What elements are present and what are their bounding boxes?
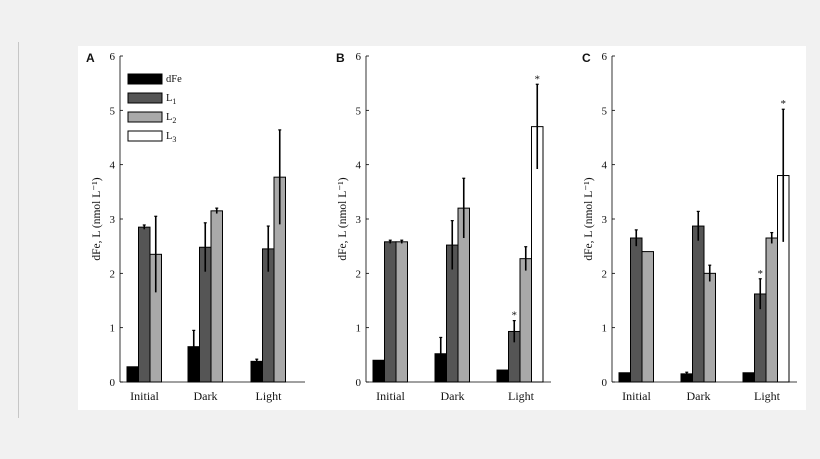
page-divider	[18, 42, 19, 418]
legend-label: L1	[166, 93, 176, 106]
significance-star: *	[758, 268, 764, 280]
y-axis-title: dFe, L (nmol L⁻¹)	[91, 177, 103, 260]
bar-l2	[703, 272, 716, 383]
panel-label: B	[336, 51, 345, 65]
legend-subscript: 1	[172, 97, 176, 106]
y-tick-label: 6	[602, 51, 608, 63]
legend-swatch-dfe	[127, 73, 163, 85]
y-axis-title: dFe, L (nmol L⁻¹)	[583, 177, 595, 260]
bar-l2	[519, 258, 532, 383]
y-tick-label: 1	[356, 323, 362, 335]
y-tick-label: 6	[110, 51, 116, 63]
significance-star: *	[535, 73, 541, 85]
y-tick-label: 1	[110, 323, 116, 335]
bar-l1	[692, 225, 705, 383]
y-tick-label: 4	[602, 160, 608, 172]
bar-dfe	[372, 359, 385, 383]
bar-l1	[138, 226, 151, 383]
y-tick-label: 4	[110, 160, 116, 172]
y-tick-label: 4	[356, 160, 362, 172]
legend-swatch-l1	[127, 92, 163, 104]
bar-dfe	[496, 369, 509, 383]
significance-star: *	[781, 98, 787, 110]
bar-l1	[384, 241, 397, 383]
bar-l2	[765, 237, 778, 383]
bar-l2	[641, 251, 654, 383]
panel-c: C 0 1 2 3 4 5 6 dFe, L (nmol L⁻¹) Initial Dark Lig…	[582, 51, 797, 403]
panel-label: A	[86, 51, 95, 65]
y-tick-label: 3	[110, 214, 116, 226]
x-tick-label: Dark	[441, 389, 465, 403]
bar-l1	[630, 237, 643, 383]
y-tick-label: 1	[602, 323, 608, 335]
y-tick-label: 5	[602, 105, 608, 117]
x-tick-label: Light	[754, 389, 781, 403]
legend-subscript: 2	[172, 116, 176, 125]
y-axis-title: dFe, L (nmol L⁻¹)	[337, 177, 349, 260]
y-tick-label: 5	[356, 105, 362, 117]
significance-star: *	[512, 310, 518, 322]
bar-dfe	[742, 372, 755, 383]
x-tick-label: Dark	[194, 389, 218, 403]
bar-l2	[395, 241, 408, 383]
panel-a: A 0 1 2 3 4 5 6 dFe, L (nmol L⁻¹) Initial Dark Lig…	[86, 51, 305, 403]
y-tick-label: 2	[110, 268, 116, 280]
legend-swatch-l3	[127, 130, 163, 142]
bar-l2	[210, 210, 223, 383]
y-tick-label: 5	[110, 105, 116, 117]
bar-dfe	[250, 360, 263, 383]
y-tick-label: 0	[602, 377, 608, 389]
bar-dfe	[618, 372, 631, 383]
y-tick-label: 2	[356, 268, 362, 280]
legend-swatch-l2	[127, 111, 163, 123]
y-tick-label: 3	[602, 214, 608, 226]
y-tick-label: 2	[602, 268, 608, 280]
panel-b: B 0 1 2 3 4 5 6 dFe, L (nmol L⁻¹) Initial Dark Lig…	[336, 51, 551, 403]
x-tick-label: Light	[508, 389, 535, 403]
x-tick-label: Initial	[376, 389, 405, 403]
legend-label: L3	[166, 131, 176, 144]
y-tick-label: 6	[356, 51, 362, 63]
y-tick-label: 0	[110, 377, 116, 389]
panel-label: C	[582, 51, 591, 65]
legend-label: L2	[166, 112, 176, 125]
x-tick-label: Light	[256, 389, 283, 403]
x-tick-label: Initial	[130, 389, 159, 403]
y-tick-label: 0	[356, 377, 362, 389]
legend-subscript: 3	[172, 135, 176, 144]
bar-dfe	[126, 366, 139, 383]
legend-label: dFe	[166, 74, 182, 85]
x-tick-label: Initial	[622, 389, 651, 403]
y-tick-label: 3	[356, 214, 362, 226]
x-tick-label: Dark	[687, 389, 711, 403]
